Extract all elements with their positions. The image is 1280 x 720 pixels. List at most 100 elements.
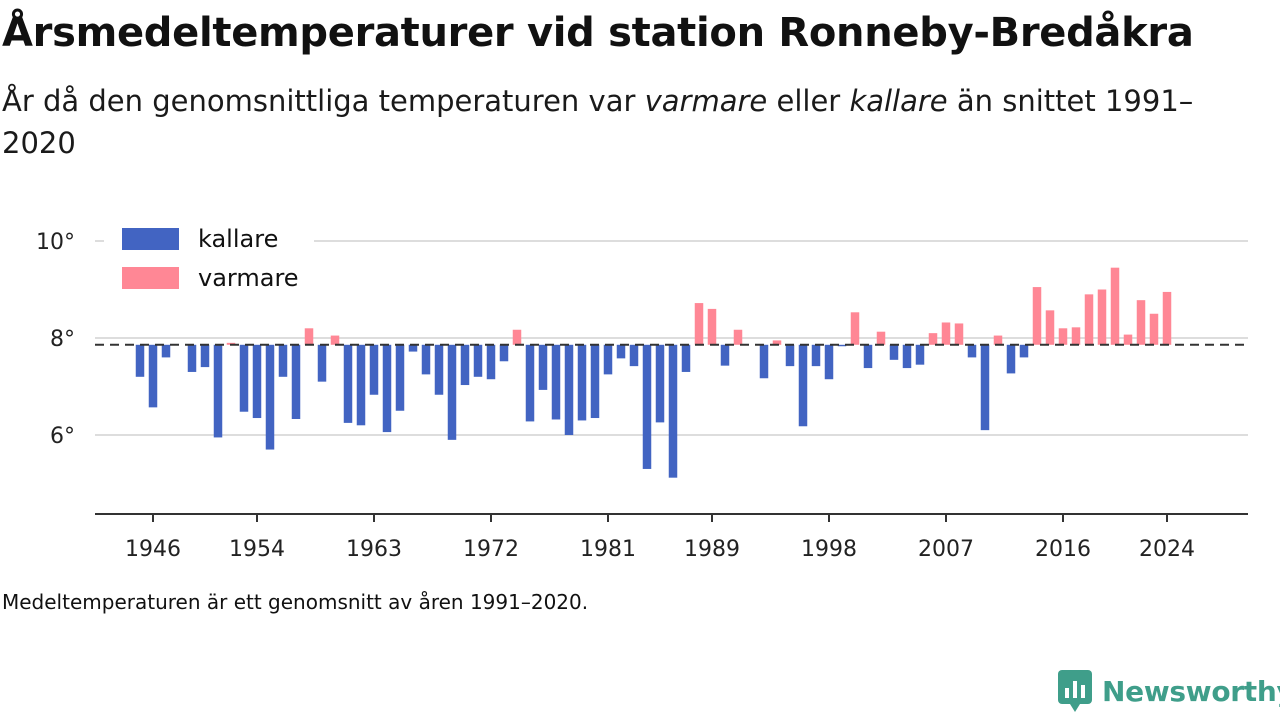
bar-2014 [1032,287,1042,345]
bar-2004 [902,344,912,369]
bar-1968 [434,344,444,395]
bar-1990 [720,344,730,366]
footnote: Medeltemperaturen är ett genomsnitt av å… [2,590,589,614]
x-tick-label: 1998 [801,537,857,562]
subtitle-cold-word: kallare [849,84,948,118]
bar-1961 [343,344,353,423]
bar-1956 [278,344,288,377]
bar-1945 [135,344,145,377]
bar-1950 [200,344,210,368]
axes: 6° 8° 10° 1946 1954 1963 1972 1981 1989 1998 2007 2… [36,230,1248,562]
bar-1965 [395,344,405,411]
bar-2018 [1084,294,1094,345]
bar-1958 [304,328,314,345]
bar-1957 [291,344,301,419]
brand-logo: Newsworthy [1058,670,1280,712]
subtitle-part-1: År då den genomsnittliga temperaturen va… [2,84,645,118]
y-tick-label: 6° [50,424,75,449]
legend: kallare varmare [104,224,314,296]
x-tick-label: 1963 [346,537,402,562]
bar-2024 [1162,291,1172,345]
bar-1962 [356,344,366,426]
bar-2022 [1136,300,1146,345]
bar-1971 [473,344,483,377]
bar-2012 [1006,344,1016,374]
bar-2007 [941,322,951,345]
chart-subtitle: År då den genomsnittliga temperaturen va… [2,80,1202,164]
x-tick-label: 1954 [229,537,285,562]
bar-1999 [837,344,847,347]
bar-1987 [681,344,691,372]
x-tick-label: 1989 [684,537,740,562]
bar-1973 [499,344,509,362]
bar-1983 [629,344,639,367]
bar-2002 [876,331,886,345]
bar-1977 [551,344,561,420]
bar-1979 [577,344,587,421]
legend-swatch-kallare [122,228,179,250]
bar-2010 [980,344,990,431]
y-tick-label: 8° [50,327,75,352]
legend-label-kallare: kallare [198,225,278,253]
chart-title: Årsmedeltemperaturer vid station Ronneby… [2,10,1194,56]
bar-1970 [460,344,470,386]
bar-1980 [590,344,600,419]
bar-1949 [187,344,197,372]
subtitle-warm-word: varmare [644,84,768,118]
bar-1981 [603,344,613,375]
x-tick-label: 2007 [918,537,974,562]
bar-1995 [785,344,795,367]
bar-1946 [148,344,158,408]
bar-2020 [1110,267,1120,345]
bar-1959 [317,344,327,382]
bar-1997 [811,344,821,367]
bar-2013 [1019,344,1029,358]
x-tick-label: 1946 [125,537,181,562]
bar-1994 [772,340,782,345]
bar-1991 [733,329,743,345]
bar-2017 [1071,327,1081,345]
bar-1976 [538,344,548,390]
x-tick-label: 2024 [1139,537,1195,562]
bar-1951 [213,344,223,438]
bar-1998 [824,344,834,380]
bar-1963 [369,344,379,395]
brand-name: Newsworthy [1102,674,1280,708]
legend-swatch-varmare [122,267,179,289]
bar-1985 [655,344,665,423]
bar-chart: 6° 8° 10° 1946 1954 1963 1972 1981 1989 1998 2007 2… [36,224,1248,562]
bar-1993 [759,344,769,379]
y-tick-label: 10° [36,230,75,255]
bar-2006 [928,333,938,345]
bar-2019 [1097,289,1107,345]
bars [135,267,1172,478]
bar-2016 [1058,328,1068,345]
bar-1996 [798,344,808,427]
bar-2021 [1123,334,1133,345]
x-tick-label: 1981 [580,537,636,562]
bar-1955 [265,344,275,450]
bar-1966 [408,344,418,352]
bar-1978 [564,344,574,435]
bar-1988 [694,303,704,345]
bar-1964 [382,344,392,433]
bar-2001 [863,344,873,369]
bar-2023 [1149,313,1159,345]
bar-2005 [915,344,925,365]
bar-2009 [967,344,977,358]
subtitle-part-2: eller [767,84,850,118]
bar-1960 [330,335,340,345]
bar-1954 [252,344,262,419]
bar-2015 [1045,310,1055,345]
bar-1986 [668,344,678,478]
bar-1975 [525,344,535,422]
bar-2011 [993,335,1003,345]
bar-1984 [642,344,652,469]
bar-1989 [707,308,717,345]
x-tick-label: 2016 [1035,537,1091,562]
bar-2000 [850,312,860,345]
bar-1969 [447,344,457,440]
legend-label-varmare: varmare [198,264,299,292]
bar-1972 [486,344,496,380]
bar-2003 [889,344,899,360]
